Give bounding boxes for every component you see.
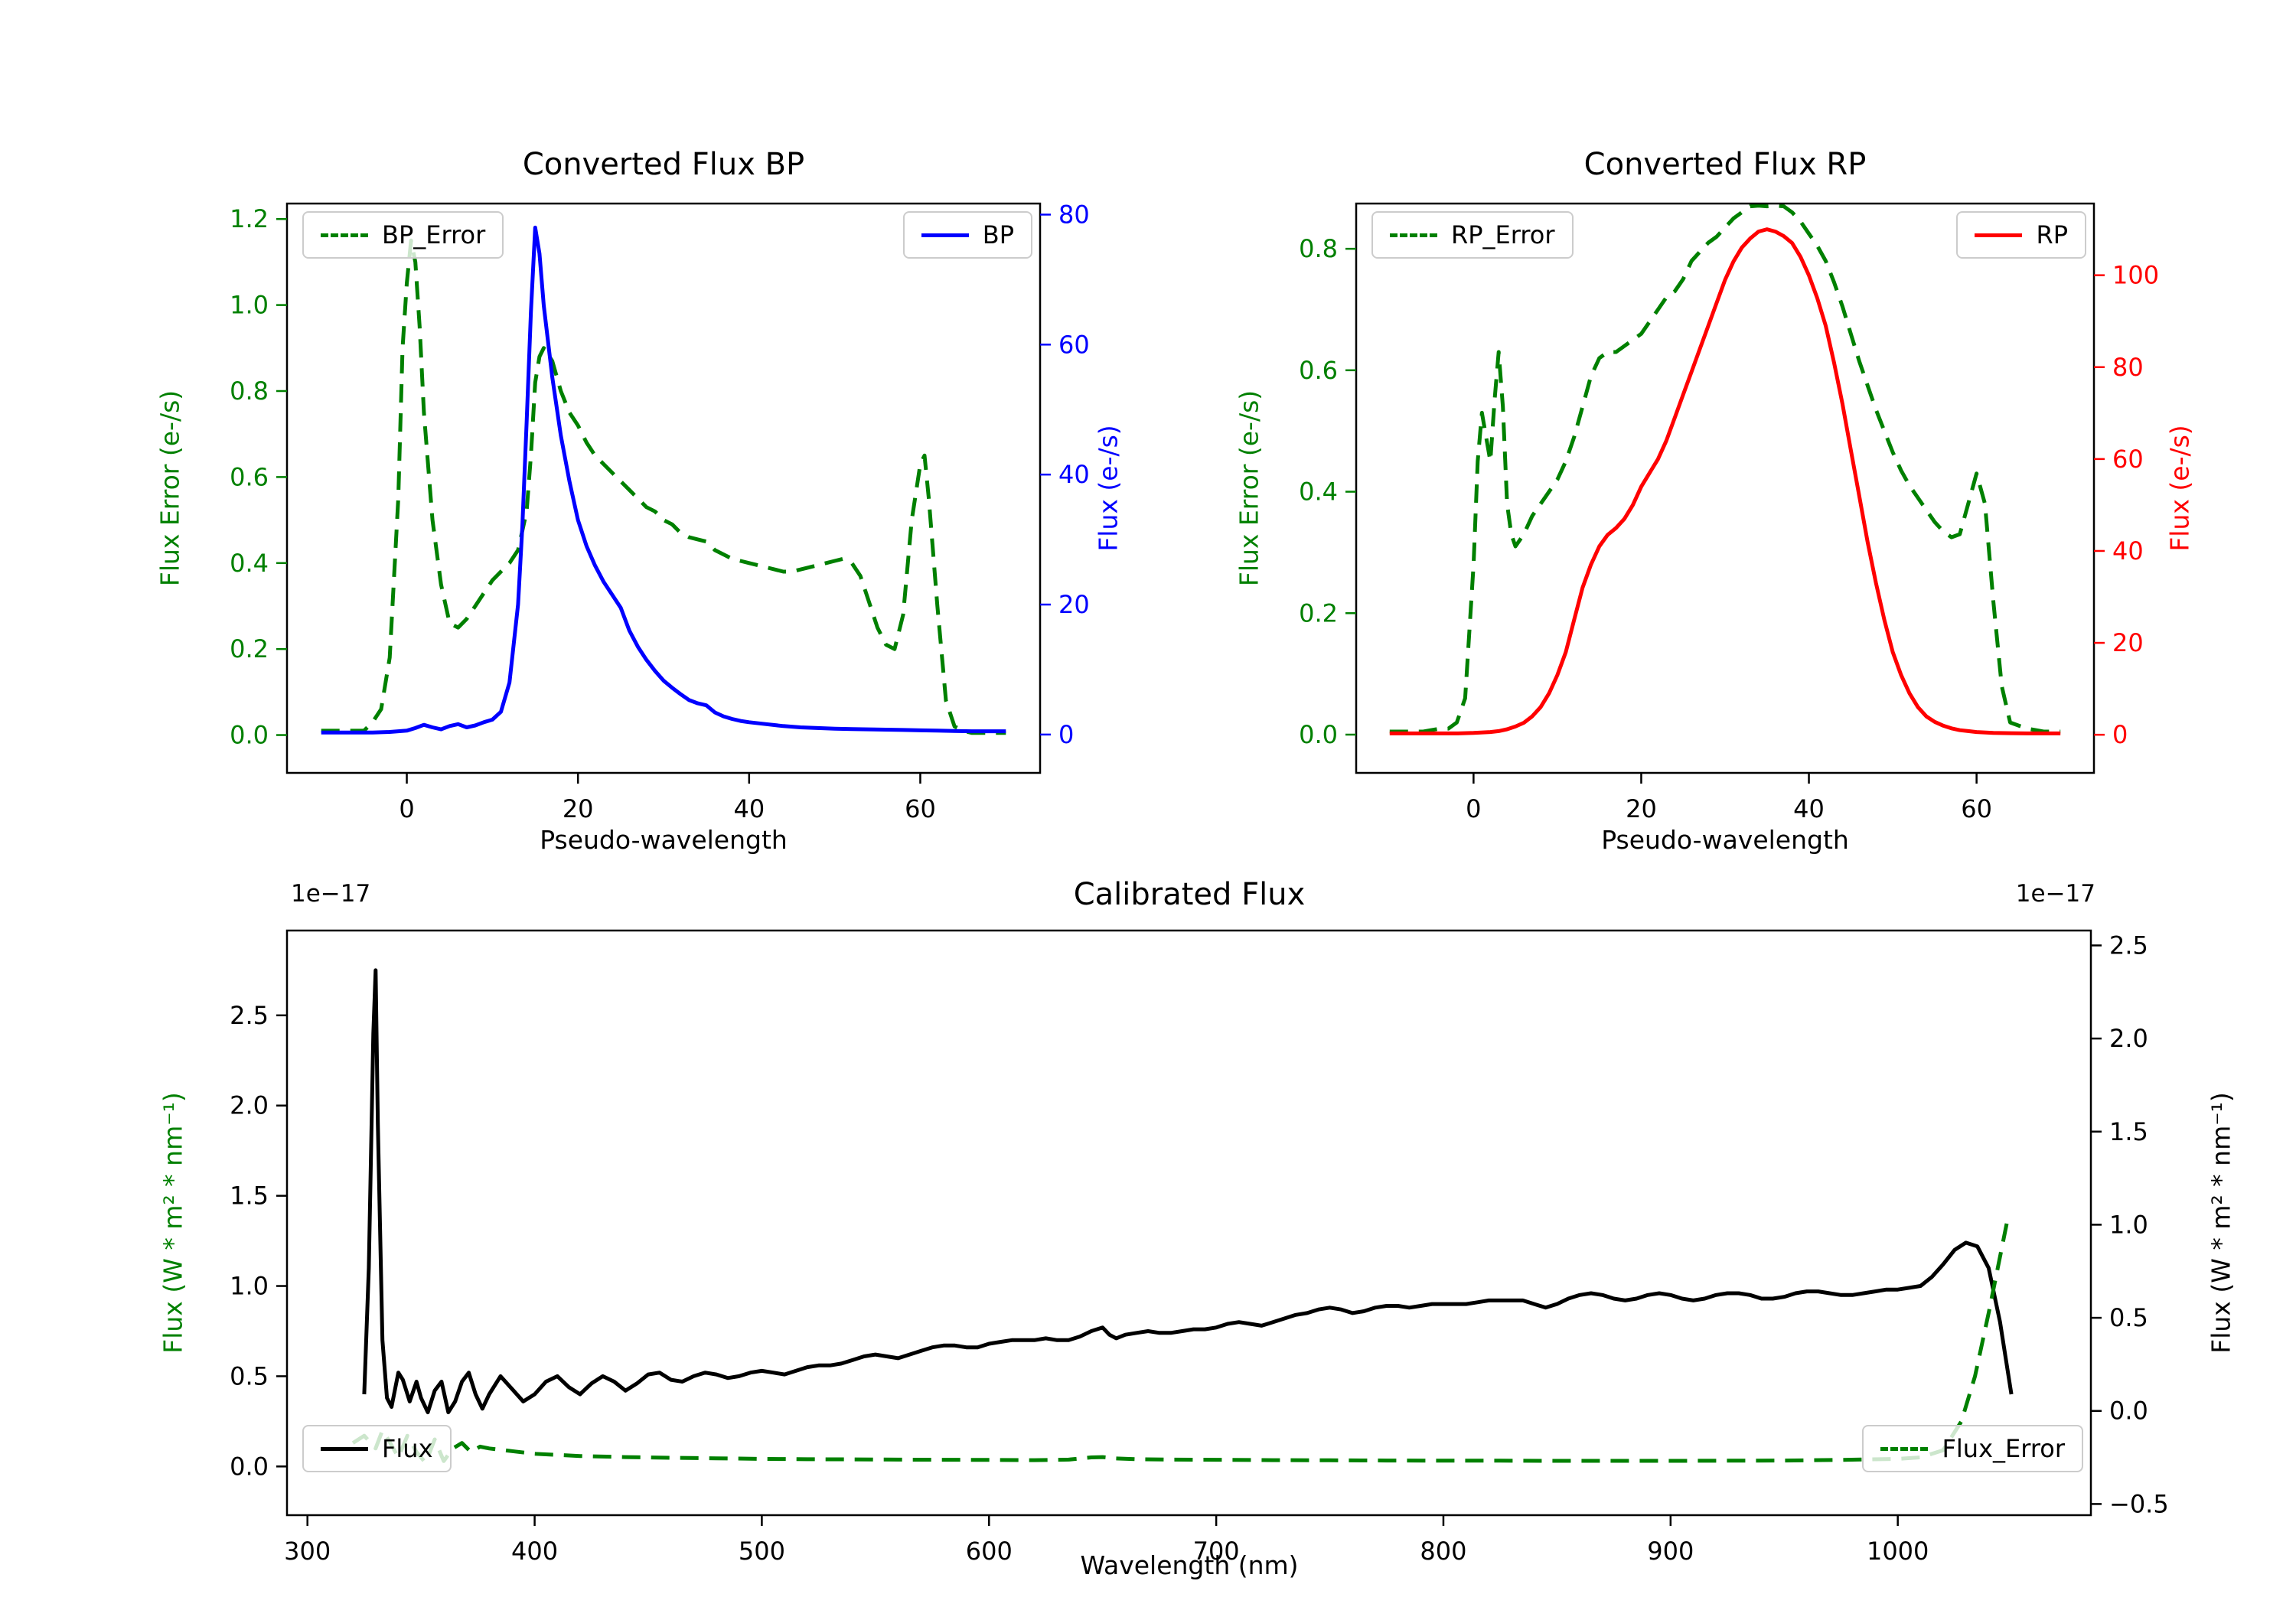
legend-flux-error: Flux_Error bbox=[1862, 1425, 2083, 1472]
legend-line-sample bbox=[321, 1446, 368, 1451]
legend-bp: BP bbox=[902, 211, 1032, 259]
x-tick-label: 0 bbox=[399, 794, 414, 823]
legend-line-sample bbox=[1975, 233, 2023, 237]
y-axis-label-rp-error: Flux Error (e-/s) bbox=[1234, 390, 1264, 587]
y-tick-label-right: 0 bbox=[1058, 720, 1074, 749]
y-tick-label-left: 1.0 bbox=[230, 291, 269, 320]
plot-title-rp: Converted Flux RP bbox=[1583, 147, 1867, 182]
legend-rp: RP bbox=[1956, 211, 2086, 259]
x-tick-label: 20 bbox=[563, 794, 594, 823]
offset-text-left: 1e−17 bbox=[291, 880, 371, 908]
flux-line bbox=[362, 968, 2014, 1415]
x-tick-label: 60 bbox=[905, 794, 936, 823]
y-tick-label-right: 60 bbox=[2112, 445, 2144, 474]
bp-axes-frame bbox=[285, 202, 1042, 774]
x-tick-label: 40 bbox=[1793, 794, 1825, 823]
legend-flux: Flux bbox=[302, 1425, 452, 1472]
subplot-rp: 0 20 40 60 0.0 0.2 0.4 0.6 0.8 0 20 40 60 80 100 bbox=[1299, 202, 2159, 823]
x-tick-label: 300 bbox=[284, 1537, 331, 1566]
y-tick-label-left: 0.0 bbox=[1299, 720, 1338, 749]
y-axis-label-cal-right: Flux (W * m² * nm⁻¹) bbox=[2206, 1092, 2236, 1354]
legend-rp-error: RP_Error bbox=[1371, 211, 1574, 259]
x-tick-label: 500 bbox=[739, 1537, 785, 1566]
plot-title-bp: Converted Flux BP bbox=[522, 147, 805, 182]
rp-axes-frame bbox=[1355, 202, 2095, 774]
y-tick-label-right: 1.5 bbox=[2109, 1117, 2148, 1146]
cal-axes-frame bbox=[285, 929, 2092, 1517]
legend-line-sample bbox=[1880, 1446, 1929, 1451]
y-tick-label-right: 60 bbox=[1058, 330, 1090, 359]
legend-label: Flux bbox=[382, 1434, 433, 1463]
y-tick-label-right: 20 bbox=[1058, 590, 1090, 619]
y-tick-label-left: 0.4 bbox=[230, 549, 269, 578]
y-axis-label-cal-left: Flux (W * m² * nm⁻¹) bbox=[158, 1092, 188, 1354]
subplot-bp: 0 20 40 60 0.0 0.2 0.4 0.6 0.8 1.0 1.2 0 20 40 60 80 bbox=[230, 200, 1090, 823]
y-tick-label-right: 2.0 bbox=[2109, 1024, 2148, 1053]
x-tick-label: 800 bbox=[1420, 1537, 1466, 1566]
flux-error-line bbox=[351, 1222, 2009, 1465]
legend-label: BP bbox=[982, 220, 1014, 249]
y-tick-label-right: 2.5 bbox=[2109, 931, 2148, 960]
x-tick-label: 60 bbox=[1961, 794, 1992, 823]
y-tick-label-right: 20 bbox=[2112, 628, 2144, 657]
y-axis-label-rp-flux: Flux (e-/s) bbox=[2164, 425, 2195, 552]
y-axis-label-bp-flux: Flux (e-/s) bbox=[1093, 425, 1124, 552]
y-tick-label-right: 100 bbox=[2112, 261, 2159, 290]
rp-error-line bbox=[1389, 204, 2061, 734]
y-axis-label-bp-error: Flux Error (e-/s) bbox=[155, 390, 185, 587]
x-tick-label: 600 bbox=[966, 1537, 1013, 1566]
x-tick-label: 1000 bbox=[1867, 1537, 1929, 1566]
legend-label: BP_Error bbox=[382, 220, 486, 249]
x-axis-label-bp: Pseudo-wavelength bbox=[540, 825, 788, 855]
legend-label: RP bbox=[2036, 220, 2068, 249]
x-tick-label: 0 bbox=[1466, 794, 1481, 823]
y-tick-label-left: 1.2 bbox=[230, 204, 269, 233]
legend-line-sample bbox=[321, 233, 368, 237]
y-tick-label-left: 0.0 bbox=[230, 1452, 269, 1481]
legend-label: RP_Error bbox=[1451, 220, 1555, 249]
x-axis-label-rp: Pseudo-wavelength bbox=[1601, 825, 1849, 855]
y-tick-label-left: 2.5 bbox=[230, 1001, 269, 1030]
y-tick-label-left: 2.0 bbox=[230, 1091, 269, 1120]
y-tick-label-left: 0.5 bbox=[230, 1361, 269, 1390]
y-tick-label-left: 0.0 bbox=[230, 721, 269, 750]
y-tick-label-right: 0 bbox=[2112, 720, 2128, 749]
y-tick-label-left: 0.8 bbox=[230, 376, 269, 406]
y-tick-label-left: 1.5 bbox=[230, 1182, 269, 1211]
x-tick-label: 900 bbox=[1647, 1537, 1694, 1566]
y-tick-label-right: 80 bbox=[1058, 200, 1090, 229]
y-tick-label-right: 40 bbox=[1058, 460, 1090, 489]
y-tick-label-right: 0.0 bbox=[2109, 1397, 2148, 1426]
legend-line-sample bbox=[921, 233, 969, 237]
y-tick-label-right: 0.5 bbox=[2109, 1303, 2148, 1332]
y-tick-label-right: −0.5 bbox=[2109, 1489, 2169, 1518]
subplot-cal: 300 400 500 600 700 800 900 1000 0.0 0.5 1.0 1.5 2.0… bbox=[230, 929, 2169, 1566]
x-tick-label: 700 bbox=[1193, 1537, 1240, 1566]
y-tick-label-left: 0.2 bbox=[230, 634, 269, 663]
bp-error-line bbox=[321, 238, 1006, 735]
x-axis-label-calibrated: Wavelength (nm) bbox=[1080, 1550, 1299, 1580]
y-tick-label-right: 80 bbox=[2112, 353, 2144, 382]
offset-text-right: 1e−17 bbox=[2015, 880, 2095, 908]
y-tick-label-left: 1.0 bbox=[230, 1272, 269, 1301]
legend-bp-error: BP_Error bbox=[302, 211, 504, 259]
x-tick-label: 20 bbox=[1626, 794, 1657, 823]
legend-line-sample bbox=[1390, 233, 1437, 237]
y-tick-label-left: 0.4 bbox=[1299, 478, 1338, 507]
y-tick-label-left: 0.6 bbox=[230, 462, 269, 491]
rp-line bbox=[1389, 227, 2061, 735]
y-tick-label-left: 0.8 bbox=[1299, 234, 1338, 263]
y-tick-label-right: 40 bbox=[2112, 536, 2144, 566]
x-tick-label: 400 bbox=[511, 1537, 558, 1566]
y-tick-label-left: 0.6 bbox=[1299, 356, 1338, 385]
plot-title-calibrated: Calibrated Flux bbox=[1073, 877, 1306, 912]
bp-line bbox=[321, 225, 1006, 735]
y-tick-label-left: 0.2 bbox=[1299, 598, 1338, 627]
x-tick-label: 40 bbox=[733, 794, 765, 823]
y-tick-label-right: 1.0 bbox=[2109, 1210, 2148, 1239]
legend-label: Flux_Error bbox=[1942, 1434, 2065, 1463]
